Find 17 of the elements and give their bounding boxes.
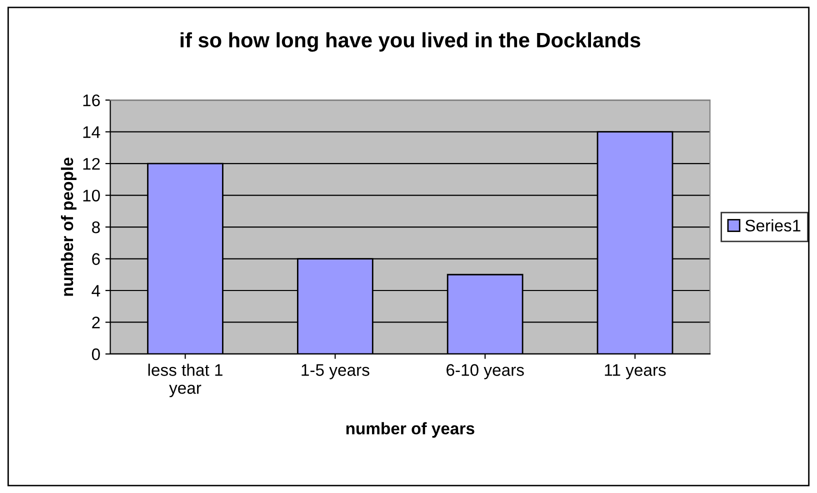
y-tick-label: 10	[83, 190, 100, 202]
y-tick-label: 4	[92, 285, 100, 297]
x-tick-label: 6-10 years	[446, 364, 524, 380]
x-tick-label: less that 1 year	[148, 364, 222, 398]
y-axis-title: number of people	[60, 158, 76, 296]
y-tick-label: 2	[92, 316, 100, 328]
y-tick-label: 16	[83, 94, 100, 106]
y-tick-label: 8	[92, 221, 100, 234]
y-tick-label: 6	[92, 253, 100, 265]
y-tick-label: 12	[83, 158, 100, 170]
chart-title: if so how long have you lived in the Docklands	[180, 32, 640, 52]
x-tick-label: 11 years	[604, 364, 666, 380]
legend-label: Series1	[745, 219, 800, 232]
x-tick-label: 1-5 years	[302, 364, 370, 380]
y-tick-label: 0	[92, 348, 100, 360]
x-axis-title: number of years	[346, 422, 474, 438]
y-tick-label: 14	[83, 126, 100, 138]
